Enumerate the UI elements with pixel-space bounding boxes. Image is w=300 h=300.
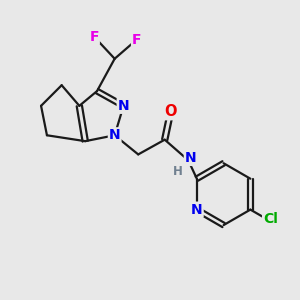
- Text: H: H: [173, 165, 183, 178]
- Text: N: N: [109, 128, 121, 142]
- Text: O: O: [164, 104, 177, 119]
- Text: F: F: [89, 30, 99, 44]
- Text: N: N: [191, 202, 202, 217]
- Text: N: N: [118, 99, 129, 113]
- Text: N: N: [185, 151, 197, 165]
- Text: F: F: [132, 33, 142, 46]
- Text: Cl: Cl: [263, 212, 278, 226]
